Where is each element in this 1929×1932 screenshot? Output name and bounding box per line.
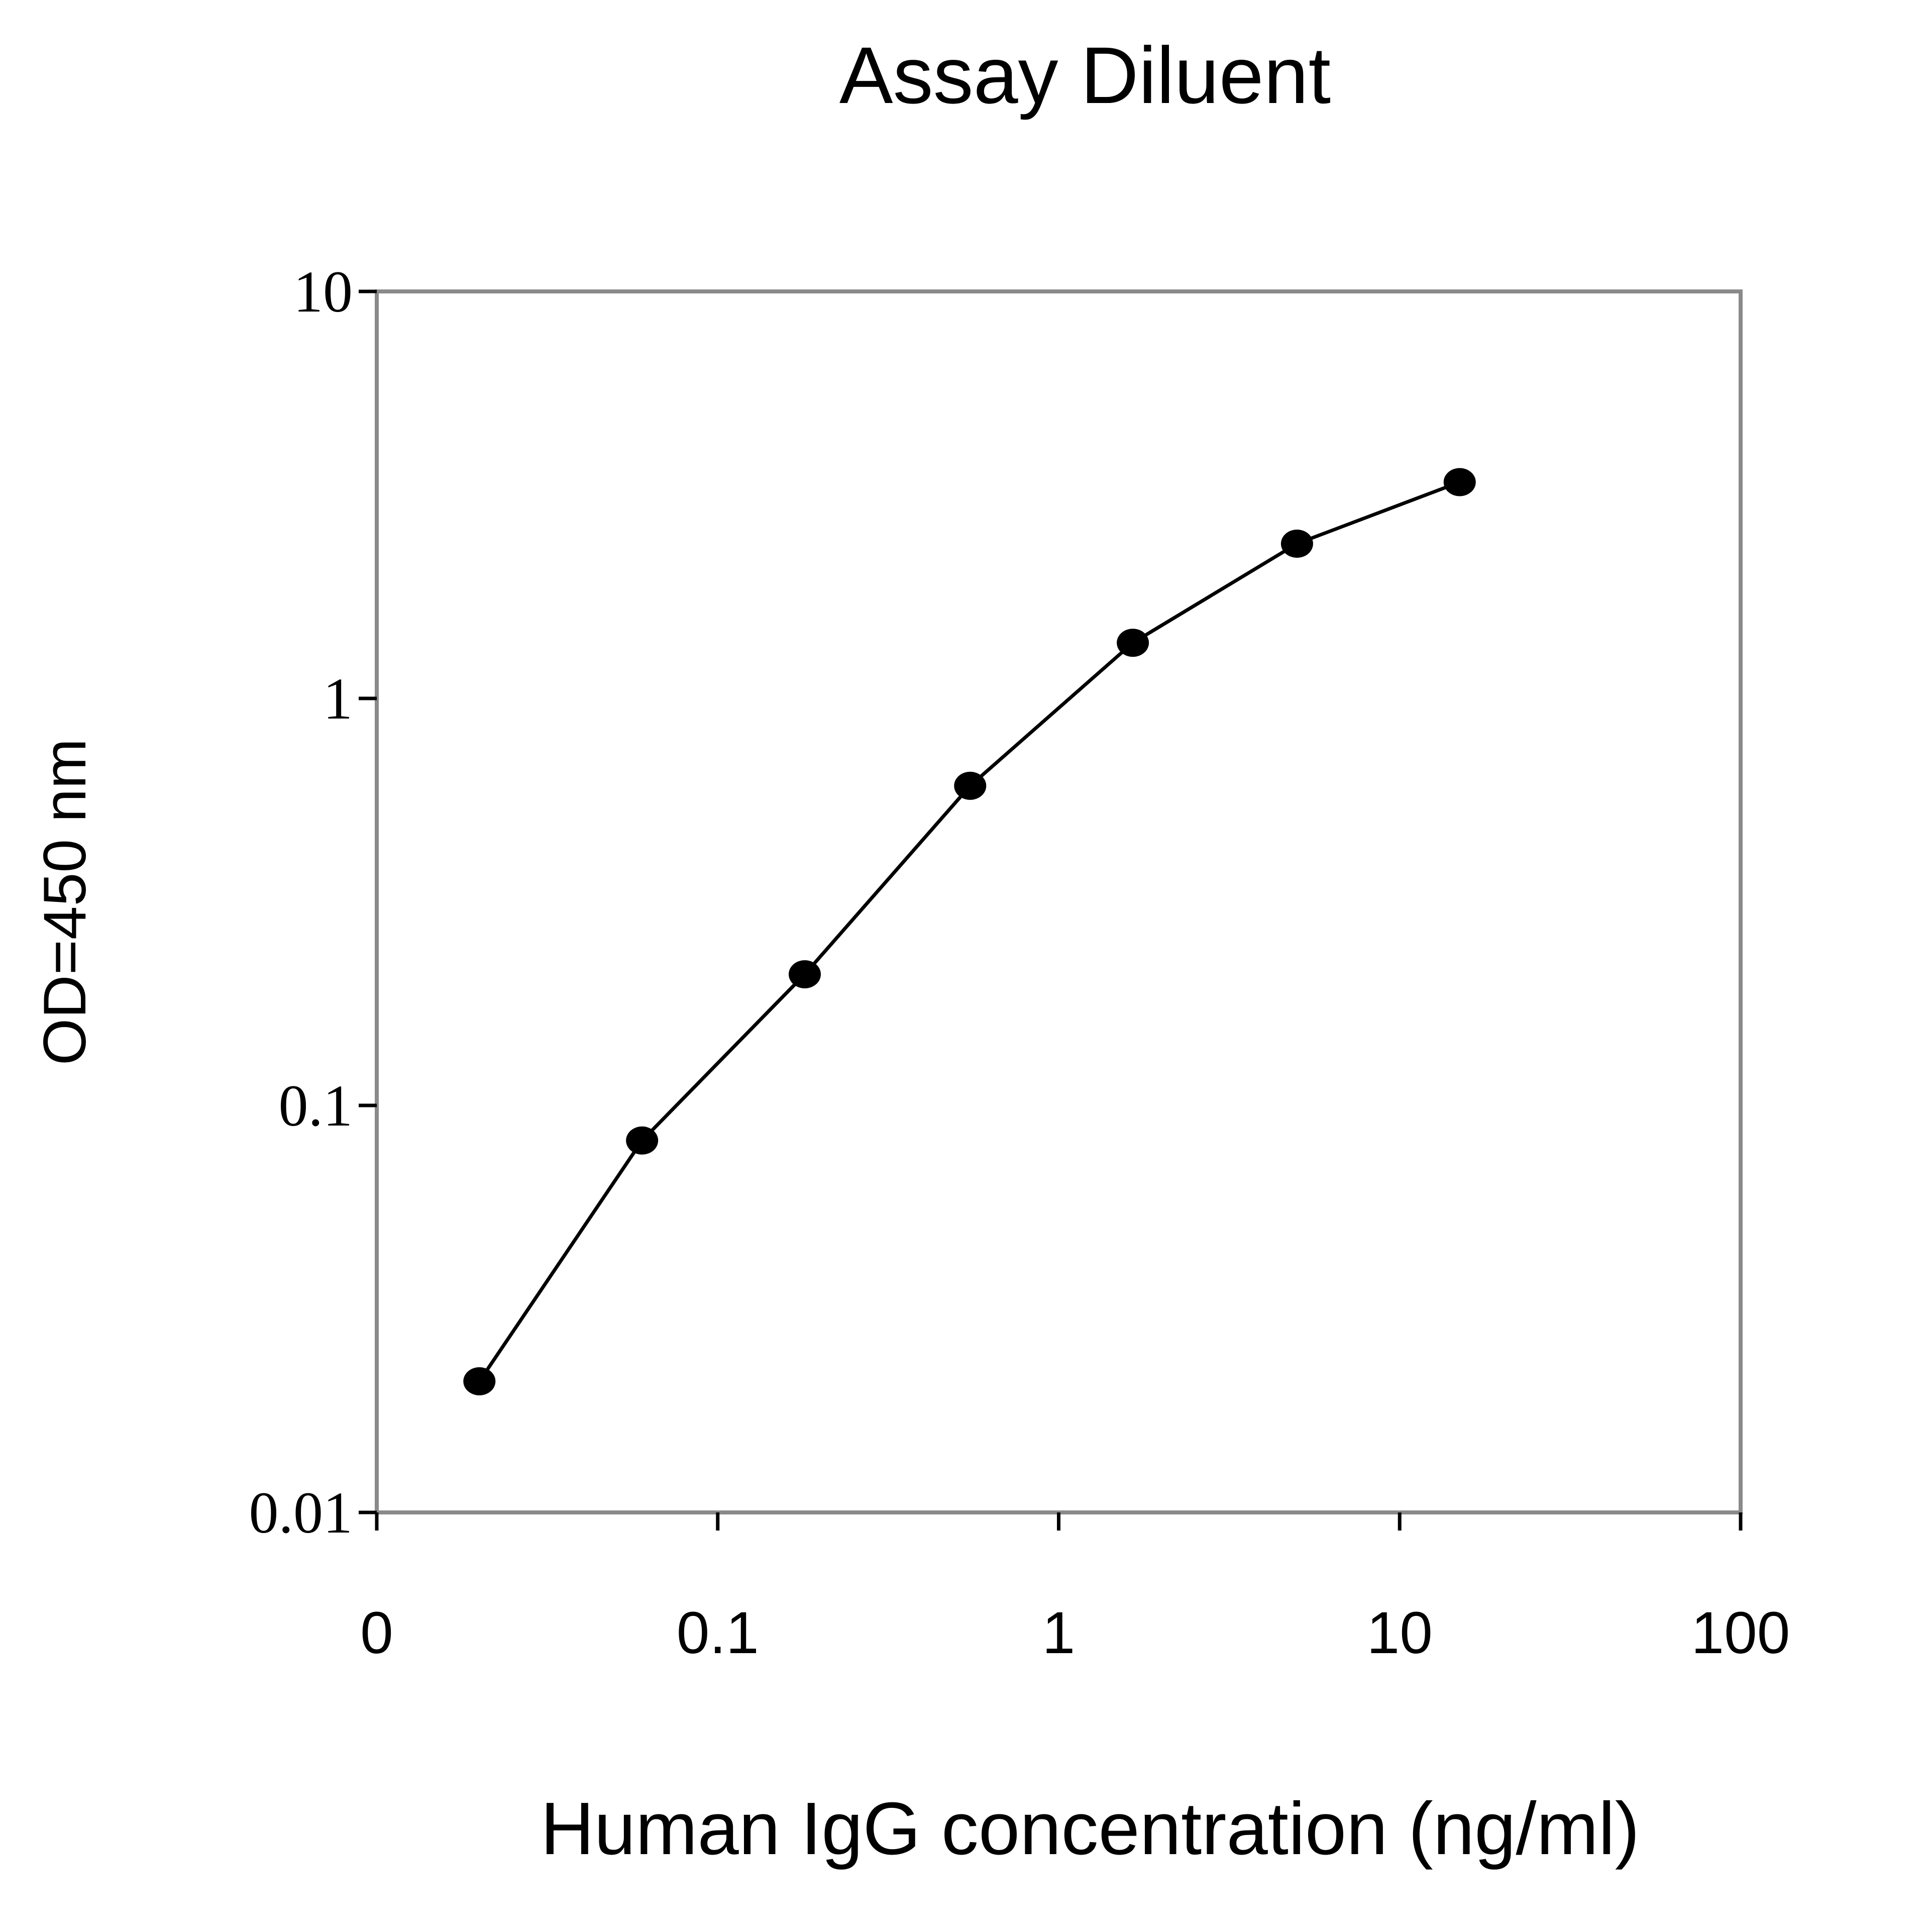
- data-point: [626, 1126, 659, 1155]
- x-tick-label: 1: [1042, 1600, 1076, 1666]
- y-axis: 0.01 0.1 1 10: [249, 259, 377, 1546]
- y-tick-label: 10: [293, 259, 353, 325]
- x-tick-label: 0.1: [677, 1600, 759, 1666]
- series-layer: [463, 468, 1476, 1396]
- plot-area-frame: [375, 289, 1743, 1514]
- x-tick-label: 100: [1691, 1600, 1790, 1666]
- x-axis: 0 0.1 1 10 100: [360, 1512, 1790, 1666]
- data-point: [463, 1367, 496, 1396]
- data-point: [1280, 530, 1313, 558]
- x-axis-label: Human IgG concentration (ng/ml): [541, 1787, 1640, 1870]
- data-point: [1443, 468, 1476, 496]
- y-tick-label: 0.01: [249, 1480, 353, 1546]
- data-point: [1117, 629, 1149, 657]
- data-point: [789, 960, 821, 989]
- y-tick-label: 0.1: [279, 1073, 353, 1139]
- x-tick-label: 0: [360, 1600, 393, 1666]
- y-axis-label: OD=450 nm: [31, 739, 98, 1065]
- chart-title: Assay Diluent: [839, 30, 1331, 120]
- data-point: [954, 771, 987, 800]
- series-line: [478, 480, 1461, 1382]
- x-tick-label: 10: [1367, 1600, 1433, 1666]
- y-tick-label: 1: [323, 666, 353, 732]
